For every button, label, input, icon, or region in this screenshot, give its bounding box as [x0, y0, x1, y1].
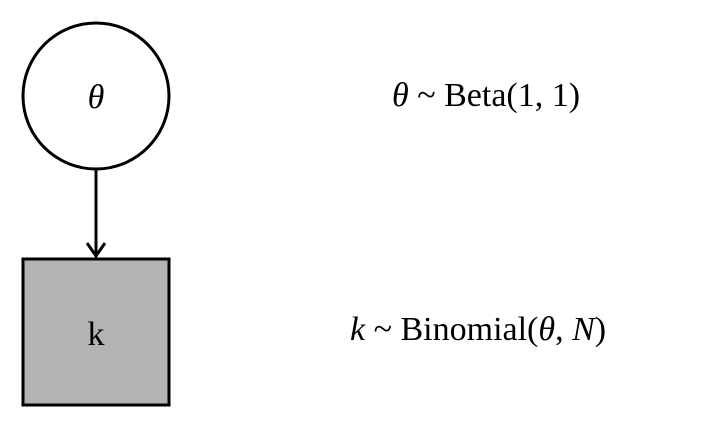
tilde: ~ [408, 77, 445, 114]
theta-parameter: θ [538, 311, 556, 348]
theta-variable: θ [392, 77, 409, 114]
k-likelihood-equation: k ~ Binomial(θ, N) [350, 313, 606, 347]
n-parameter: N [572, 311, 595, 348]
tilde: ~ [365, 311, 401, 348]
theta-node-label: θ [88, 79, 105, 116]
k-node-label: k [88, 316, 105, 353]
k-node: k [21, 257, 171, 407]
edge-arrowhead [85, 242, 107, 259]
binomial-name: Binomial( [400, 311, 539, 348]
comma: , [555, 311, 573, 348]
k-variable: k [350, 311, 366, 348]
theta-node: θ [21, 21, 171, 171]
beta-distribution: Beta(1, 1) [444, 77, 581, 114]
theta-prior-equation: θ ~ Beta(1, 1) [392, 79, 580, 113]
k-node-square [21, 257, 171, 407]
edge-theta-to-k [85, 169, 107, 259]
close-paren: ) [594, 311, 607, 348]
